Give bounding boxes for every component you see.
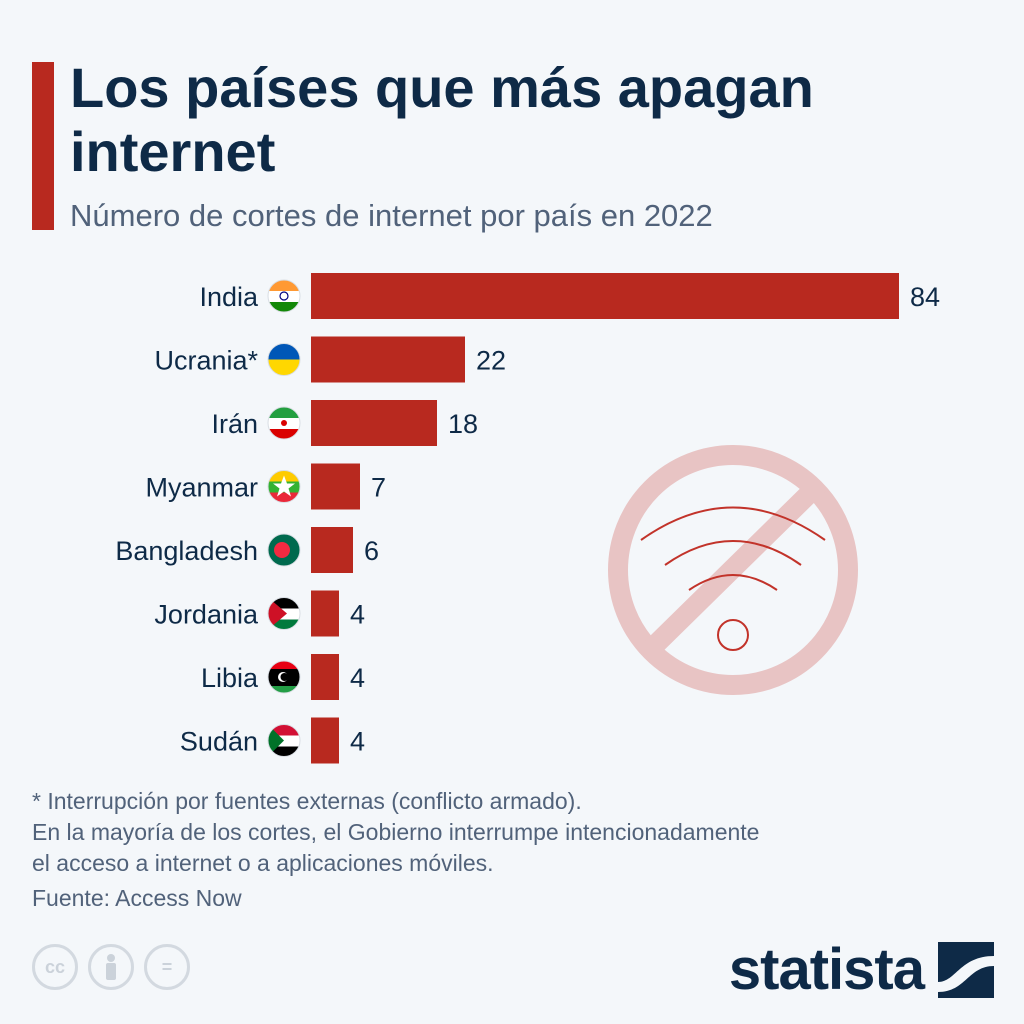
page-title: Los países que más apagan internet: [70, 56, 814, 183]
no-wifi-icon: [608, 445, 858, 695]
ukraine-flag-icon: [267, 343, 301, 376]
note-line-1: En la mayoría de los cortes, el Gobierno…: [32, 819, 760, 845]
bar-row: Jordania 4: [154, 590, 365, 637]
bar-row: Bangladesh 6: [115, 527, 379, 573]
bar: [311, 717, 339, 764]
creative-commons-icon[interactable]: cc: [32, 944, 78, 990]
source-text: Fuente: Access Now: [32, 885, 242, 911]
jordan-flag-icon: [267, 597, 301, 630]
value-label: 7: [371, 473, 386, 503]
category-label: Jordania: [154, 600, 259, 630]
iran-flag-icon: [267, 406, 301, 440]
india-flag-icon: [267, 279, 301, 313]
bar: [311, 336, 465, 383]
bar: [311, 463, 360, 510]
note-line-2: el acceso a internet o a aplicaciones mó…: [32, 850, 494, 876]
bar-row: Irán 18: [211, 400, 478, 446]
value-label: 4: [350, 600, 365, 630]
statista-logo[interactable]: statista: [729, 936, 994, 1003]
bar-chart: India 84 Ucrania* 22 Irán 18 Myanmar 7 Banglades…: [115, 273, 940, 764]
category-label: Libia: [201, 663, 259, 693]
bar-row: Myanmar 7: [145, 463, 386, 510]
bar: [311, 400, 437, 446]
category-label: India: [199, 282, 259, 312]
bar: [311, 527, 353, 573]
bar-row: Sudán 4: [180, 717, 365, 764]
no-derivatives-icon[interactable]: =: [144, 944, 190, 990]
myanmar-flag-icon: [267, 470, 301, 503]
bar: [311, 590, 339, 637]
title-accent-bar: [32, 62, 54, 230]
bangladesh-flag-icon: [267, 533, 301, 567]
attribution-person-icon[interactable]: [88, 944, 134, 990]
category-label: Sudán: [180, 727, 258, 757]
value-label: 22: [476, 346, 506, 376]
statista-mark-icon: [938, 941, 994, 998]
value-label: 6: [364, 536, 379, 566]
category-label: Bangladesh: [115, 536, 258, 566]
value-label: 4: [350, 663, 365, 693]
category-label: Irán: [211, 409, 258, 439]
footnote: * Interrupción por fuentes externas (con…: [32, 788, 582, 814]
bar-row: Ucrania* 22: [154, 336, 506, 383]
sudan-flag-icon: [267, 724, 301, 757]
value-label: 18: [448, 409, 478, 439]
bar: [311, 654, 339, 700]
bar: [311, 273, 899, 319]
chart-notes: * Interrupción por fuentes externas (con…: [32, 786, 759, 914]
value-label: 4: [350, 727, 365, 757]
brand-name: statista: [728, 937, 925, 1002]
value-label: 84: [910, 282, 940, 312]
bar-row: India 84: [199, 273, 940, 319]
category-label: Ucrania*: [154, 346, 258, 376]
bar-row: Libia 4: [201, 654, 365, 700]
license-icons: cc =: [32, 944, 190, 990]
page-subtitle: Número de cortes de internet por país en…: [70, 198, 713, 233]
libya-flag-icon: [267, 660, 301, 694]
category-label: Myanmar: [145, 473, 258, 503]
